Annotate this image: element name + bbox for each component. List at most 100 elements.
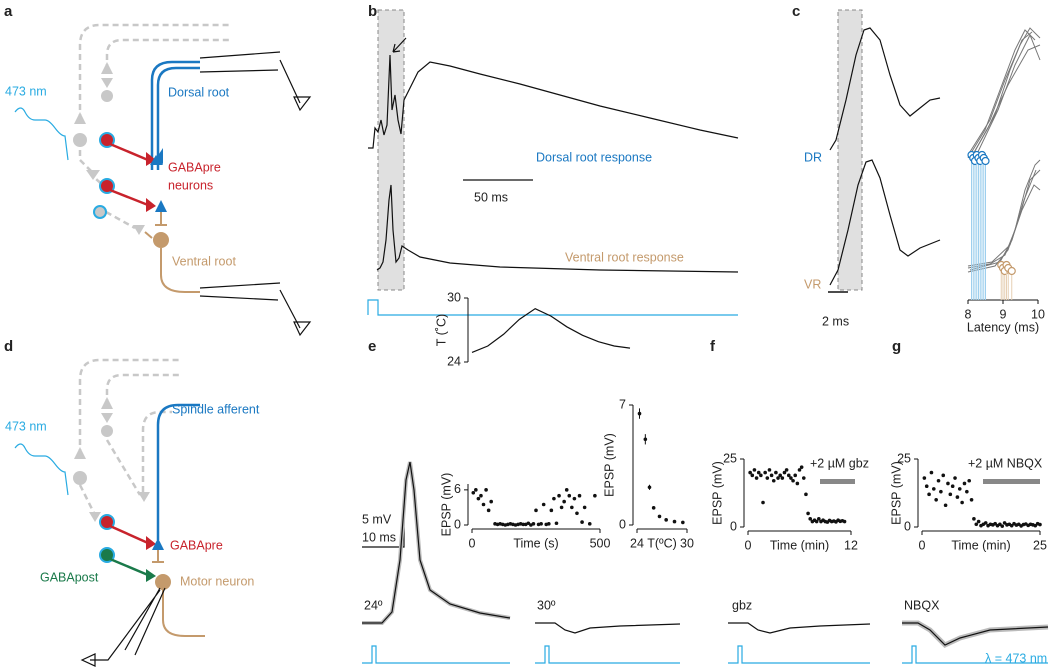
epsp-traces	[362, 461, 1049, 664]
point	[559, 505, 564, 510]
drug-bar	[983, 479, 1040, 484]
point	[539, 522, 543, 526]
point	[808, 517, 813, 521]
point	[1000, 524, 1005, 528]
x-axis-label: Time (min)	[951, 538, 1010, 552]
point	[817, 517, 821, 521]
point	[955, 495, 960, 499]
point	[651, 506, 656, 510]
wavelength-label: λ = 473 nm	[985, 651, 1047, 665]
latency-marker	[1007, 266, 1016, 276]
point	[924, 484, 929, 489]
circuit-diagram	[14, 358, 205, 667]
point	[780, 476, 785, 480]
panel-label: g	[892, 338, 901, 355]
point	[756, 470, 761, 475]
y-tick-label: 0	[619, 517, 626, 531]
x-tick-label: 10	[1031, 307, 1045, 321]
y-axis-label: T (˚C)	[434, 314, 448, 346]
point	[479, 493, 483, 498]
drug-label: +2 µM NBQX	[968, 456, 1043, 470]
drug-bar	[820, 479, 855, 484]
point	[789, 476, 793, 480]
y-axis-label: EPSP (mV)	[710, 461, 724, 525]
panel-label: a	[4, 3, 13, 20]
point	[965, 489, 969, 494]
root-traces	[367, 9, 739, 316]
point	[752, 468, 757, 472]
gabapre-label: GABApre	[168, 160, 221, 174]
panel-label: d	[4, 338, 13, 355]
vr-label: VR	[804, 277, 821, 291]
point	[763, 470, 767, 475]
x-axis-label: Time (s)	[513, 536, 558, 550]
x-tick-label: 30	[680, 536, 694, 550]
point	[943, 503, 948, 508]
point	[960, 500, 964, 505]
point	[567, 493, 572, 498]
point	[793, 473, 798, 478]
response-label: Ventral root response	[565, 250, 684, 264]
point	[489, 499, 494, 504]
point	[570, 505, 574, 510]
point	[797, 468, 802, 472]
point	[577, 493, 582, 498]
point	[547, 522, 551, 526]
point	[932, 487, 936, 491]
point	[484, 488, 488, 492]
point	[769, 473, 774, 478]
point	[934, 498, 938, 502]
point	[791, 478, 795, 483]
point	[572, 496, 577, 501]
point	[647, 485, 652, 490]
point	[750, 473, 755, 478]
point	[939, 489, 943, 494]
scale-label: 5 mV	[362, 512, 392, 526]
y-tick-label: 6	[454, 482, 461, 496]
point	[575, 511, 579, 516]
gabapre-label: neurons	[168, 178, 213, 192]
light-label: 473 nm	[5, 84, 47, 98]
trace-label: 30º	[537, 598, 556, 612]
motor-neuron-label: Motor neuron	[180, 574, 254, 588]
point	[983, 521, 988, 525]
point	[521, 522, 525, 527]
point	[941, 473, 946, 478]
point	[782, 470, 787, 475]
point	[948, 492, 953, 497]
point	[1038, 522, 1042, 527]
y-tick-label: 7	[619, 397, 626, 411]
light-label: 473 nm	[5, 419, 47, 433]
point	[976, 519, 981, 524]
point	[657, 514, 662, 519]
point	[767, 468, 772, 472]
drug-label: +2 µM gbz	[810, 456, 869, 470]
ventral-root-label: Ventral root	[172, 254, 236, 268]
response-label: Dorsal root response	[536, 150, 652, 164]
point	[531, 522, 536, 526]
point	[549, 508, 554, 513]
point	[953, 476, 957, 480]
x-tick-label: 0	[745, 538, 752, 552]
point	[957, 487, 962, 491]
point	[526, 521, 531, 526]
x-axis-label: Time (min)	[770, 538, 829, 552]
trace-label: NBQX	[904, 598, 940, 612]
point	[761, 500, 765, 505]
y-tick-label: 30	[447, 290, 461, 304]
point	[637, 411, 642, 416]
point	[967, 478, 971, 483]
point	[748, 470, 752, 475]
point	[587, 522, 592, 526]
point	[786, 473, 791, 478]
point	[936, 478, 941, 483]
panel-label: c	[792, 3, 800, 20]
y-tick-label: 0	[904, 519, 911, 533]
scale-label: 50 ms	[474, 190, 508, 204]
point	[664, 518, 668, 522]
point	[776, 476, 780, 480]
point	[754, 476, 759, 480]
point	[842, 519, 847, 524]
y-axis-label: EPSP (mV)	[889, 461, 903, 525]
